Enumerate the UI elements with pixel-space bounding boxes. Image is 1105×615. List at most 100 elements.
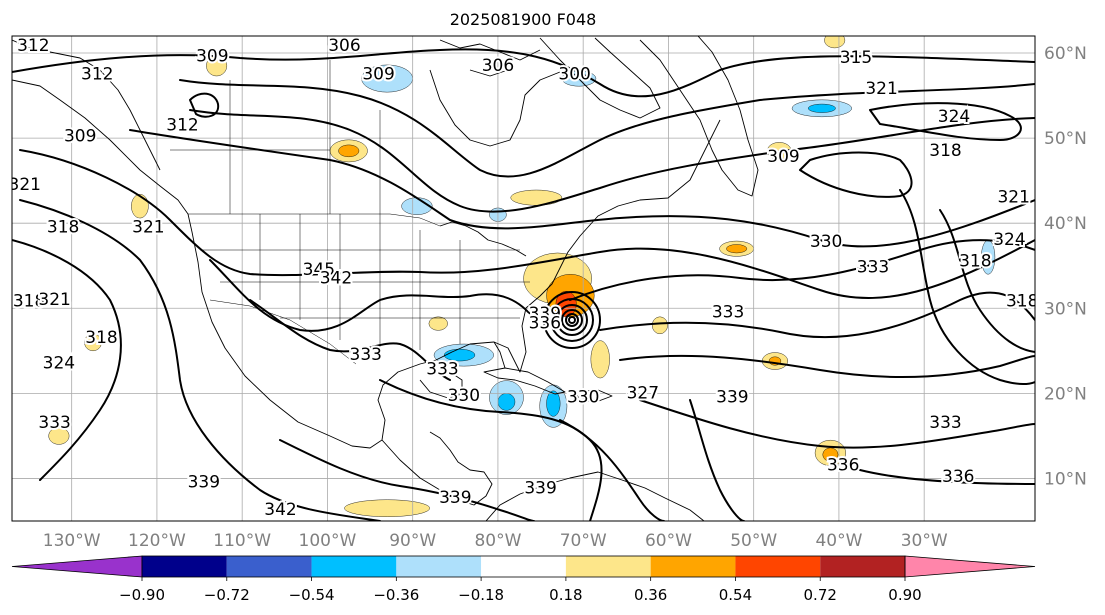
coastlines-layer xyxy=(12,36,759,521)
shaded-region xyxy=(652,316,668,335)
colorbar-segment xyxy=(735,556,821,577)
contour-label: 318 xyxy=(959,251,991,271)
contour-line xyxy=(559,419,665,521)
longitude-tick-label: 70°W xyxy=(560,531,607,551)
shaded-region xyxy=(808,103,836,113)
colorbar-segment xyxy=(820,556,905,577)
central-america-coastline xyxy=(381,431,493,506)
contour-label: 312 xyxy=(166,115,198,135)
contour-label: 339 xyxy=(188,473,220,493)
hurricane-contour-ring xyxy=(568,316,576,324)
contour-label: 339 xyxy=(524,479,556,499)
colorbar-segment xyxy=(650,556,736,577)
contour-label: 333 xyxy=(712,303,744,323)
arctic-islands-outline xyxy=(439,39,541,77)
canada-province-borders xyxy=(170,60,381,214)
contour-label: 321 xyxy=(9,175,41,195)
latitude-tick-label: 30°N xyxy=(1044,299,1087,319)
contour-label: 339 xyxy=(716,388,748,408)
shaded-region xyxy=(497,393,516,411)
contour-line xyxy=(869,102,1022,141)
longitude-tick-label: 100°W xyxy=(299,531,357,551)
contour-line xyxy=(279,439,535,521)
longitude-tick-label: 30°W xyxy=(901,531,948,551)
shaded-region xyxy=(338,144,360,158)
contour-line xyxy=(12,48,1035,98)
us-mexico-border xyxy=(209,299,357,365)
latitude-tick-label: 50°N xyxy=(1044,129,1087,149)
contour-label: 339 xyxy=(439,488,471,508)
longitude-tick-label: 40°W xyxy=(815,531,862,551)
contour-label: 321 xyxy=(865,79,897,99)
contour-line xyxy=(799,151,913,198)
longitude-axis: 130°W 120°W 110°W 100°W 90°W 80°W 70°W 60°W 50°W… xyxy=(43,531,948,551)
hurricane-contour-ring xyxy=(550,298,594,342)
contour-label: 336 xyxy=(529,314,561,334)
contour-line xyxy=(249,299,451,381)
colorbar-tick-label: 0.90 xyxy=(888,586,921,604)
contour-label: 324 xyxy=(43,354,75,374)
colorbar-segment xyxy=(142,556,227,577)
contour-label: 318 xyxy=(1006,291,1038,311)
colorbar-tick-label: −0.72 xyxy=(204,586,250,604)
contour-line xyxy=(129,129,1035,248)
longitude-tick-label: 120°W xyxy=(128,531,186,551)
contour-label: 345 xyxy=(303,260,335,280)
contour-label: 342 xyxy=(320,269,352,289)
great-lakes-outline xyxy=(439,221,527,257)
contour-line xyxy=(19,199,381,521)
contour-label: 339 xyxy=(529,304,561,324)
contour-line xyxy=(639,399,1035,449)
greenland-outline xyxy=(639,36,759,197)
contour-label: 333 xyxy=(350,345,382,365)
shaded-region xyxy=(84,333,102,352)
contour-line xyxy=(209,259,536,332)
contour-label: 300 xyxy=(558,64,590,84)
contour-line xyxy=(619,354,1035,379)
shaded-region xyxy=(590,340,610,379)
shaded-region xyxy=(824,36,846,49)
shaded-region xyxy=(428,316,448,331)
contour-label: 321 xyxy=(997,188,1029,208)
colorbar-tick-label: 0.18 xyxy=(549,586,582,604)
longitude-tick-label: 50°W xyxy=(730,531,777,551)
contour-line xyxy=(939,209,1035,353)
contour-line xyxy=(899,189,1035,385)
contour-label: 321 xyxy=(38,290,70,310)
south-america-coastline xyxy=(485,471,705,521)
state-borders xyxy=(200,214,530,360)
longitude-tick-label: 90°W xyxy=(389,531,436,551)
shaded-field-layer xyxy=(48,36,996,517)
contour-line xyxy=(689,399,745,521)
contour-label: 330 xyxy=(448,386,480,406)
contour-label: 321 xyxy=(132,217,164,237)
hurricane-contour-ring xyxy=(565,313,579,327)
contour-line xyxy=(12,239,122,481)
contour-label: 312 xyxy=(17,36,49,56)
contour-label: 318 xyxy=(85,328,117,348)
contour-label: 327 xyxy=(627,383,659,403)
shaded-region xyxy=(344,499,430,517)
latitude-tick-label: 20°N xyxy=(1044,384,1087,404)
alaska-coastline xyxy=(12,39,161,171)
hurricane-contour-ring xyxy=(561,309,583,331)
contour-line xyxy=(19,149,1035,299)
contour-label: 342 xyxy=(264,500,296,520)
contour-label: 336 xyxy=(827,456,859,476)
baffin-island-outline xyxy=(539,37,661,119)
colorbar-segment xyxy=(226,556,312,577)
longitude-tick-label: 60°W xyxy=(645,531,692,551)
contour-line xyxy=(189,92,220,118)
shaded-region xyxy=(726,244,748,254)
map-title: 2025081900 F048 xyxy=(449,10,597,29)
contour-label: 306 xyxy=(482,56,514,76)
hudson-bay-coastline xyxy=(429,69,561,147)
theta-e-contours-layer xyxy=(12,48,1035,521)
contour-line xyxy=(379,379,603,521)
colorbar-extend-low xyxy=(11,555,143,578)
contour-label: 333 xyxy=(426,360,458,380)
yucatan-outline xyxy=(419,371,463,399)
hispaniola-outline xyxy=(574,389,613,403)
colorbar-segment xyxy=(481,556,566,577)
